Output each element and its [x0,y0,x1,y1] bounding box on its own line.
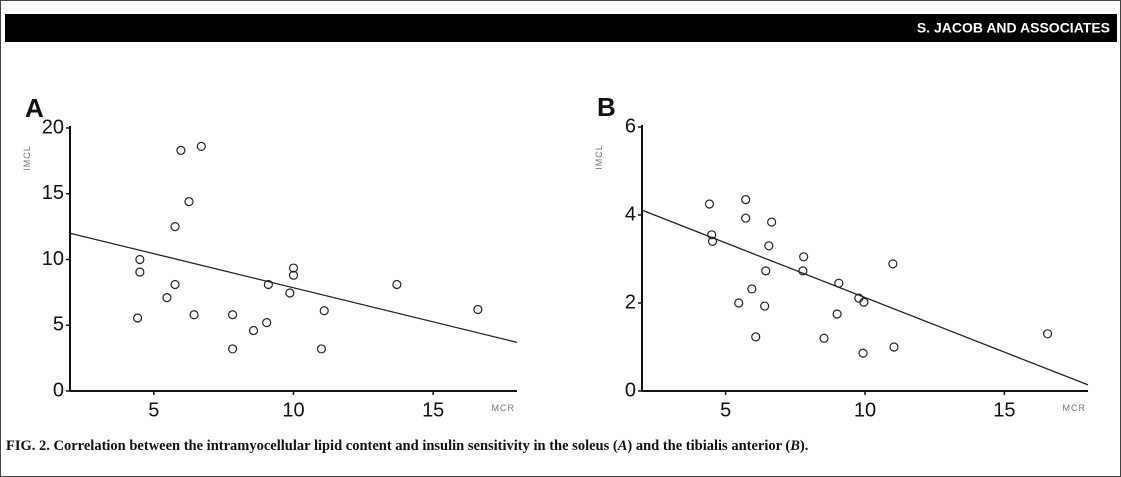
regression-line [69,232,518,343]
data-point [285,288,295,298]
data-point [189,310,199,320]
data-point [741,195,751,205]
data-point [858,348,868,358]
data-point [176,145,186,155]
data-point [184,197,194,207]
y-tick-label: 4 [625,203,636,225]
data-point [263,279,273,290]
data-point [859,297,869,307]
x-tick-label: 10 [282,399,304,421]
y-tick-label: 6 [625,115,636,137]
panel-label: B [597,92,616,122]
data-point [707,230,717,240]
caption-text: FIG. 2. Correlation between the intramyo… [6,438,618,454]
x-tick-label: 5 [720,399,731,421]
data-point [767,217,777,227]
data-point [316,344,327,354]
y-tick-label: 0 [53,379,64,401]
data-point [799,252,809,262]
caption-text: ) and the tibialis anterior ( [627,438,790,454]
y-tick-label: 20 [42,116,64,138]
y-tick-label: 10 [42,248,64,270]
data-point [288,270,299,280]
data-point [888,259,898,269]
data-point [319,306,329,316]
caption-text: B [789,438,800,454]
data-point [832,309,842,319]
y-tick-label: 0 [625,379,636,401]
x-tick-label: 15 [422,399,444,421]
x-tick-label: 5 [148,399,159,421]
running-head: S. JACOB AND ASSOCIATES [917,20,1110,36]
data-point [135,267,145,277]
data-point [473,304,483,315]
data-point [162,293,172,303]
data-point [288,263,299,273]
data-point [227,310,238,320]
x-axis-label: MCR [492,403,516,413]
data-point [889,342,899,352]
caption-text: A [617,438,628,454]
caption: FIG. 2. Correlation between the intramyo… [6,438,808,454]
data-point [227,344,238,354]
y-axis-label: IMCL [22,145,32,171]
data-point [704,199,715,209]
data-point [734,298,744,308]
data-point [741,213,751,223]
data-point [761,266,771,276]
x-axis-label: MCR [1063,403,1087,413]
regression-line [641,209,1089,386]
y-tick-label: 15 [42,182,64,204]
data-point [392,279,402,290]
y-tick-label: 2 [625,291,636,313]
data-point [248,325,259,336]
data-point [1042,329,1053,339]
data-point [135,254,145,265]
data-point [798,266,808,276]
y-axis-label: IMCL [594,144,604,170]
panel-label: A [25,93,44,123]
data-point [764,241,774,251]
x-tick-label: 10 [854,399,876,421]
y-tick-label: 5 [53,314,64,336]
data-point [747,284,757,294]
x-tick-label: 15 [993,399,1015,421]
caption-text: ). [800,438,808,454]
data-point [819,333,829,343]
data-point [170,279,180,290]
data-point [196,141,206,152]
data-point [262,318,272,328]
data-point [760,301,770,311]
data-point [751,332,761,342]
header-bar [5,14,1117,42]
data-point [170,222,180,232]
data-point [133,313,143,323]
